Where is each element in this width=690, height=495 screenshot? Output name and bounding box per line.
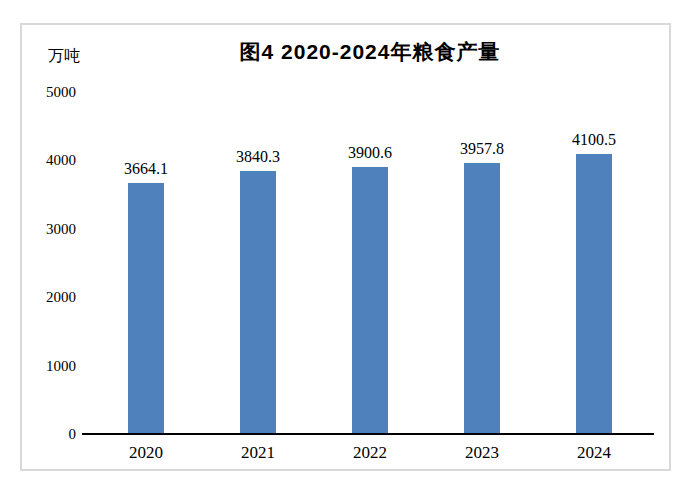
bar-value-label-2022: 3900.6 (325, 143, 415, 162)
x-axis-line (82, 433, 654, 435)
bar-2023 (464, 163, 500, 434)
y-tick-label-0: 0 (24, 425, 76, 443)
bar-2021 (240, 171, 276, 434)
chart-frame (20, 23, 671, 471)
bar-value-label-2023: 3957.8 (437, 139, 527, 158)
bar-2022 (352, 167, 388, 434)
y-axis-unit-label: 万吨 (48, 47, 80, 65)
y-tick-label-1000: 1000 (24, 357, 76, 375)
grain-production-chart: 图4 2020-2024年粮食产量 万吨 0 1000 2000 3000 4000 50… (0, 0, 690, 495)
chart-title: 图4 2020-2024年粮食产量 (85, 40, 655, 64)
y-tick-label-3000: 3000 (24, 220, 76, 238)
x-category-label-2020: 2020 (101, 443, 191, 463)
bar-value-label-2024: 4100.5 (549, 130, 639, 149)
x-category-label-2021: 2021 (213, 443, 303, 463)
y-tick-label-5000: 5000 (24, 83, 76, 101)
y-tick-label-4000: 4000 (24, 151, 76, 169)
bar-value-label-2020: 3664.1 (101, 159, 191, 178)
bar-value-label-2021: 3840.3 (213, 147, 303, 166)
bar-2020 (128, 183, 164, 434)
x-category-label-2024: 2024 (549, 443, 639, 463)
x-category-label-2022: 2022 (325, 443, 415, 463)
bar-2024 (576, 154, 612, 434)
y-tick-label-2000: 2000 (24, 288, 76, 306)
x-category-label-2023: 2023 (437, 443, 527, 463)
